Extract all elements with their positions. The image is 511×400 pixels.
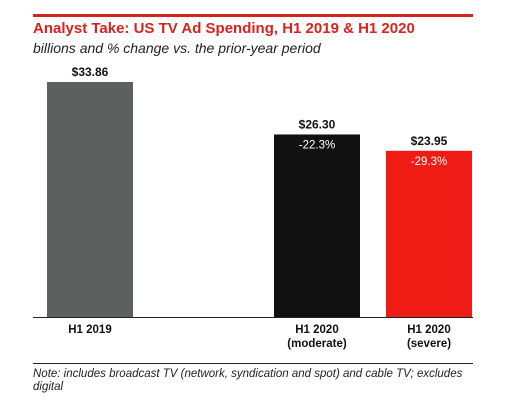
category-label-3: H1 2020 [407,324,450,336]
value-label-3: $23.95 [411,134,448,148]
category-label-2: H1 2020 [295,324,338,336]
title-rule [33,14,473,17]
value-label-1: $33.86 [72,65,109,79]
chart-title: Analyst Take: US TV Ad Spending, H1 2019… [33,20,415,37]
chart-subtitle: billions and % change vs. the prior-year… [33,40,321,56]
bar-3 [386,150,472,317]
footnote: Note: includes broadcast TV (network, sy… [33,368,463,393]
category-label-1: H1 2019 [68,324,111,336]
category-label-2-line-2: (moderate) [287,338,347,350]
value-label-2: $26.30 [299,117,336,131]
change-label-3: -29.3% [411,156,447,168]
bar-1 [47,82,133,317]
bar-2 [274,134,360,317]
category-label-3-line-2: (severe) [407,338,451,350]
change-label-2: -22.3% [299,139,335,151]
